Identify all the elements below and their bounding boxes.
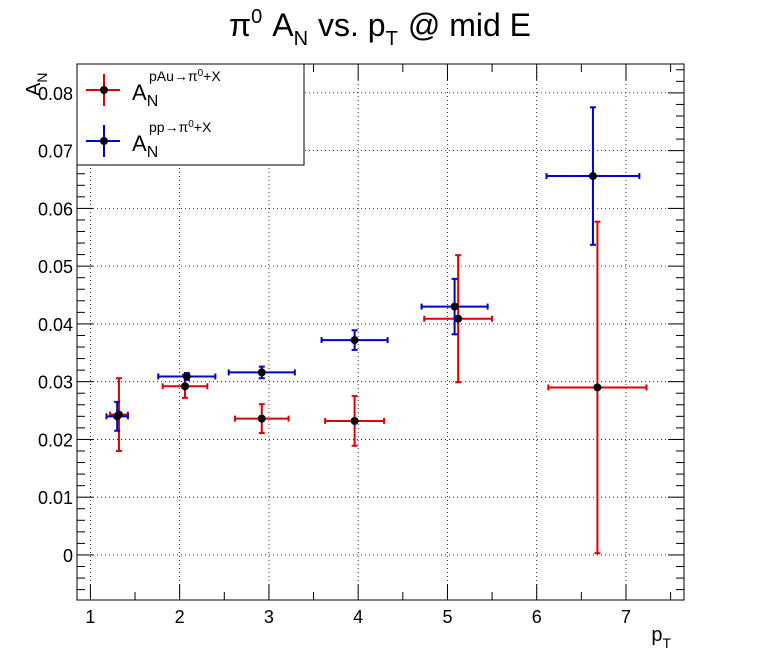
data-series bbox=[105, 106, 648, 555]
y-tick-label: 0.03 bbox=[38, 373, 73, 393]
series-0 bbox=[109, 220, 648, 555]
data-point bbox=[593, 383, 602, 392]
y-tick-label: 0.08 bbox=[38, 84, 73, 104]
legend-entry-1: ANpp→π0+X bbox=[86, 119, 212, 161]
legend-marker-point bbox=[100, 86, 108, 94]
legend-entry-0: ANpAu→π0+X bbox=[86, 68, 221, 110]
legend-box bbox=[76, 63, 305, 166]
legend-marker-point bbox=[100, 137, 108, 145]
data-point bbox=[588, 172, 597, 181]
data-point bbox=[113, 412, 122, 421]
x-tick-label: 3 bbox=[264, 607, 274, 627]
x-axis-title: pT bbox=[651, 624, 671, 651]
y-tick-label: 0.05 bbox=[38, 257, 73, 277]
x-tick-label: 5 bbox=[442, 607, 452, 627]
y-axis: 0 0.01 0.02 0.03 0.04 0.05 0.06 0.07 0.08 bbox=[38, 69, 684, 591]
x-tick-label: 1 bbox=[85, 607, 95, 627]
plot-frame bbox=[76, 63, 685, 601]
chart-title: π0 AN vs. pT @ mid E bbox=[229, 6, 531, 50]
data-point bbox=[450, 302, 459, 311]
y-tick-label: 0 bbox=[63, 546, 73, 566]
y-tick-label: 0.01 bbox=[38, 488, 73, 508]
data-point bbox=[454, 314, 463, 323]
y-tick-label: 0.06 bbox=[38, 199, 73, 219]
y-axis-title: AN bbox=[23, 73, 50, 96]
data-point bbox=[350, 416, 359, 425]
data-point bbox=[350, 336, 359, 345]
x-tick-label: 6 bbox=[532, 607, 542, 627]
data-point bbox=[182, 372, 191, 381]
y-tick-label: 0.07 bbox=[38, 142, 73, 162]
series-1 bbox=[105, 106, 641, 432]
x-tick-label: 2 bbox=[175, 607, 185, 627]
y-tick-label: 0.04 bbox=[38, 315, 73, 335]
legend: ANpAu→π0+X ANpp→π0+X bbox=[76, 63, 305, 166]
data-point bbox=[257, 414, 266, 423]
legend-label: ANpAu→π0+X bbox=[132, 68, 221, 110]
data-point bbox=[181, 382, 190, 391]
x-tick-label: 4 bbox=[353, 607, 363, 627]
legend-label: ANpp→π0+X bbox=[132, 119, 212, 161]
data-point bbox=[257, 368, 266, 377]
y-tick-label: 0.02 bbox=[38, 430, 73, 450]
grid-lines bbox=[77, 64, 684, 600]
x-tick-label: 7 bbox=[621, 607, 631, 627]
